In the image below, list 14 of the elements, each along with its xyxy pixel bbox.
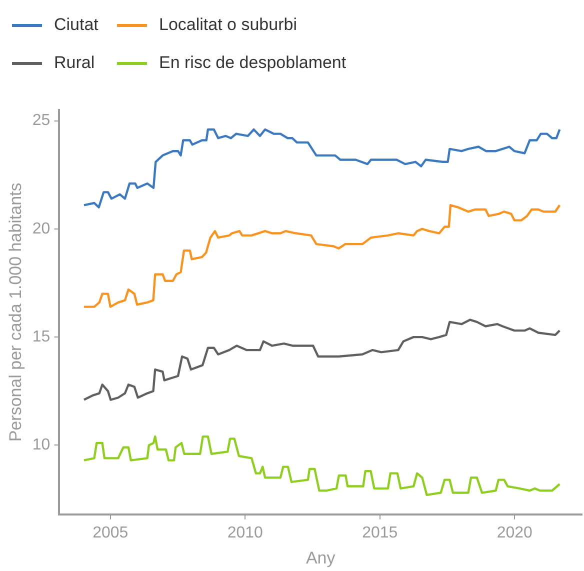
y-tick-label: 15 [32, 328, 50, 346]
y-axis-title: Personal per cada 1.000 habitants [6, 182, 25, 442]
y-tick-label: 10 [32, 436, 50, 454]
legend-label: En risc de despoblament [159, 53, 346, 73]
legend-label: Ciutat [54, 15, 98, 35]
y-tick-label: 20 [32, 220, 50, 238]
x-tick-label: 2005 [92, 524, 128, 542]
legend-label: Localitat o suburbi [159, 15, 297, 35]
y-tick-label: 25 [32, 112, 50, 130]
legend-label: Rural [54, 53, 95, 73]
x-tick-label: 2015 [362, 524, 398, 542]
x-tick-label: 2020 [496, 524, 533, 542]
x-tick-label: 2010 [227, 524, 264, 542]
x-axis-title: Any [306, 548, 336, 568]
